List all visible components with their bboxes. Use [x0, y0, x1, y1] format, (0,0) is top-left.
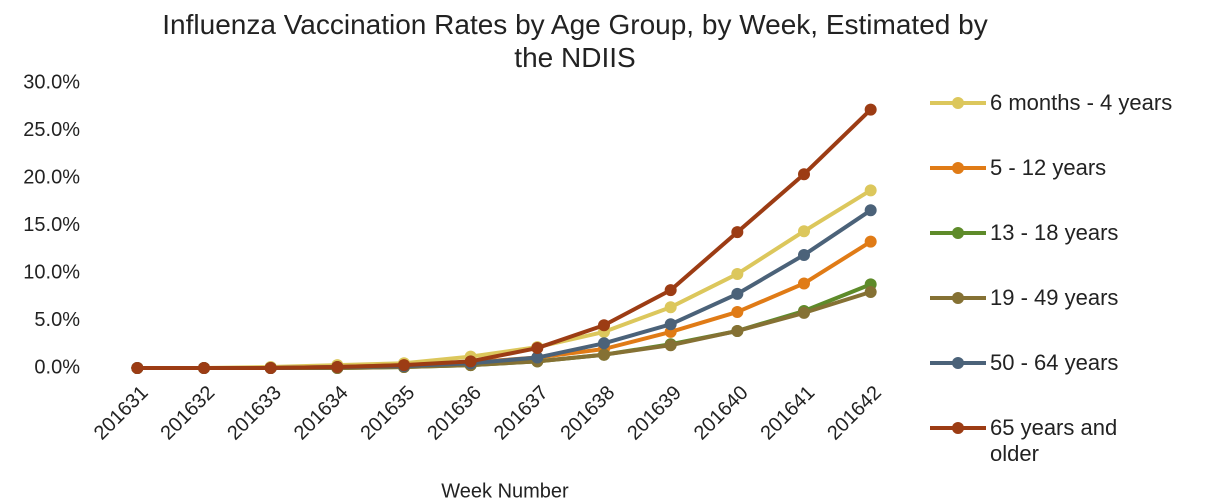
x-tick-label: 201635 — [357, 382, 420, 445]
point — [664, 318, 677, 331]
legend-label: 50 - 64 years — [990, 350, 1119, 375]
x-axis-label: Week Number — [441, 480, 569, 502]
x-tick-label: 201641 — [757, 382, 820, 445]
y-tick-label: 25.0% — [23, 119, 80, 141]
y-tick-label: 0.0% — [34, 356, 80, 378]
x-tick-label: 201642 — [823, 382, 886, 445]
x-tick-label: 201634 — [290, 382, 353, 445]
legend-label: 5 - 12 years — [990, 155, 1107, 180]
point — [664, 284, 677, 297]
chart-title: Influenza Vaccination Rates by Age Group… — [162, 9, 988, 73]
point — [798, 277, 810, 290]
series-line — [137, 108, 873, 370]
point — [731, 324, 744, 337]
point — [131, 362, 144, 374]
legend-label: 6 months - 4 years — [990, 90, 1173, 115]
legend-marker — [952, 357, 964, 369]
point — [798, 306, 810, 319]
point — [798, 248, 810, 261]
point — [864, 184, 877, 197]
legend-label: 13 - 18 years — [990, 220, 1119, 245]
x-tick-label: 201636 — [423, 382, 486, 445]
point — [664, 339, 677, 352]
legend-label: 65 years and older — [990, 415, 1118, 466]
y-tick-label: 5.0% — [34, 309, 80, 331]
point — [798, 168, 810, 181]
point — [398, 359, 410, 372]
legend-label: 19 - 49 years — [990, 285, 1119, 310]
x-tick-label: 201638 — [557, 382, 620, 445]
x-tick-label: 201637 — [490, 382, 553, 445]
point — [464, 355, 477, 368]
point — [731, 305, 744, 318]
point — [731, 267, 744, 280]
point — [598, 337, 610, 350]
point — [531, 351, 544, 364]
y-tick-label: 30.0% — [23, 71, 80, 93]
legend-marker — [952, 162, 964, 174]
y-tick-label: 10.0% — [23, 261, 80, 283]
point — [864, 235, 877, 248]
legend-marker — [952, 97, 964, 109]
point — [331, 361, 344, 374]
point — [264, 362, 277, 374]
x-tick-label: 201640 — [690, 382, 753, 445]
y-tick-label: 15.0% — [23, 214, 80, 236]
legend-marker — [952, 422, 964, 434]
x-tick-label: 201639 — [623, 382, 686, 445]
point — [864, 103, 877, 116]
point — [731, 287, 744, 300]
point — [731, 226, 744, 239]
point — [198, 362, 210, 374]
legend-marker — [952, 292, 964, 304]
point — [598, 319, 610, 332]
point — [864, 204, 877, 217]
point — [798, 225, 810, 238]
x-tick-label: 201631 — [90, 382, 153, 445]
x-tick-label: 201633 — [223, 382, 286, 445]
x-tick-label: 201632 — [157, 382, 220, 445]
point — [531, 342, 544, 355]
point — [864, 286, 877, 298]
series-line — [137, 208, 872, 370]
legend-marker — [952, 227, 964, 239]
point — [598, 348, 610, 361]
point — [664, 301, 677, 314]
y-tick-label: 20.0% — [23, 166, 80, 188]
